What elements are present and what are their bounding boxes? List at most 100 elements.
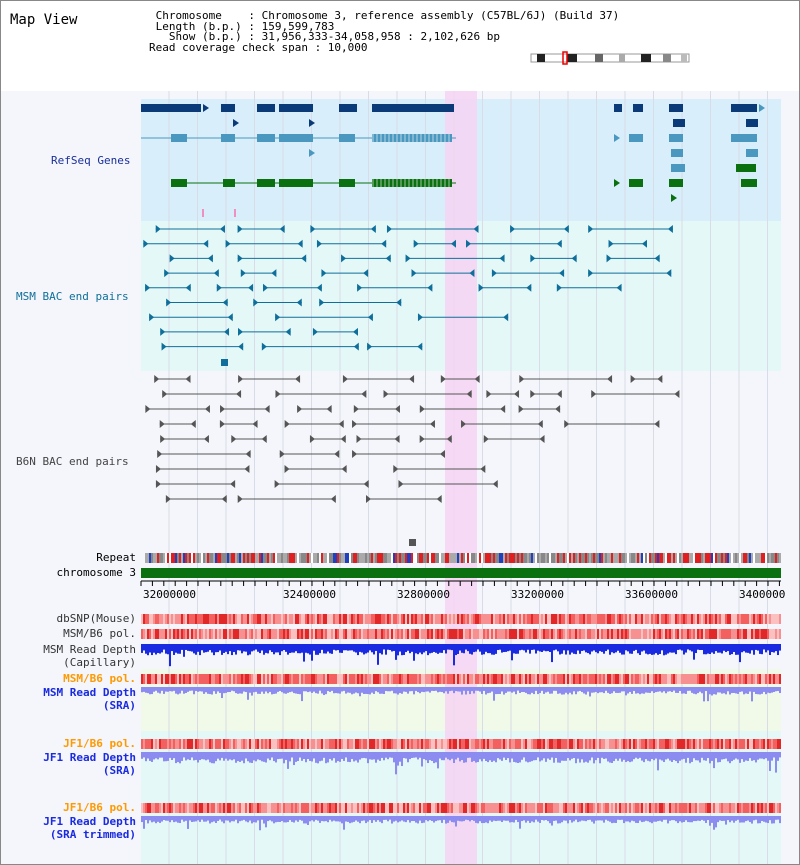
polymorphism-density-cell xyxy=(305,739,307,749)
track-label-jf1-b6-pol[interactable]: JF1/B6 pol. xyxy=(63,737,136,750)
polymorphism-density-cell xyxy=(399,803,401,813)
polymorphism-density-cell xyxy=(371,739,373,749)
polymorphism-density-cell xyxy=(747,739,749,749)
bac-end-marker xyxy=(238,342,244,351)
read-depth-bar xyxy=(345,687,347,694)
read-depth-bar xyxy=(177,752,179,763)
read-depth-bar xyxy=(193,752,195,761)
track-label-dbsnp[interactable]: dbSNP(Mouse) xyxy=(56,612,136,625)
polymorphism-density-cell xyxy=(201,674,203,684)
repeat-feature xyxy=(549,553,551,563)
polymorphism-density-cell xyxy=(143,674,145,684)
polymorphism-density-cell xyxy=(301,674,303,684)
polymorphism-density-cell xyxy=(215,614,217,624)
repeat-feature xyxy=(597,553,599,563)
polymorphism-density-cell xyxy=(467,803,469,813)
polymorphism-density-cell xyxy=(399,739,401,749)
polymorphism-density-cell xyxy=(241,674,243,684)
read-depth-bar xyxy=(179,752,181,764)
read-depth-bar xyxy=(605,687,607,691)
track-label-jf1-b6-pol-2[interactable]: JF1/B6 pol. xyxy=(63,801,136,814)
track-label-msm-depth-sra[interactable]: MSM Read Depth xyxy=(43,686,136,699)
track-label-b6n-bac[interactable]: B6N BAC end pairs xyxy=(16,455,129,468)
repeat-feature xyxy=(663,553,665,563)
polymorphism-density-cell xyxy=(285,739,287,749)
track-label-refseq-genes[interactable]: RefSeq Genes xyxy=(51,154,131,167)
polymorphism-density-cell xyxy=(351,803,353,813)
read-depth-bar xyxy=(481,687,483,694)
read-depth-bar xyxy=(403,752,405,759)
polymorphism-density-cell xyxy=(403,803,405,813)
read-depth-bar xyxy=(427,687,429,692)
track-label-msm-depth-capillary[interactable]: MSM Read Depth xyxy=(43,643,136,656)
polymorphism-density-cell xyxy=(607,803,609,813)
polymorphism-density-cell xyxy=(313,803,315,813)
ideogram-band xyxy=(595,54,603,62)
read-depth-bar xyxy=(293,644,295,653)
read-depth-bar xyxy=(553,687,555,691)
polymorphism-density-cell xyxy=(447,803,449,813)
gene-model xyxy=(279,179,313,187)
gene-model xyxy=(731,104,757,112)
polymorphism-density-cell xyxy=(225,629,227,639)
read-depth-bar xyxy=(235,752,237,763)
repeat-feature xyxy=(357,553,359,563)
track-label-jf1-depth-sra[interactable]: JF1 Read Depth xyxy=(43,751,136,764)
polymorphism-density-cell xyxy=(177,629,179,639)
read-depth-bar xyxy=(563,687,565,695)
read-depth-bar xyxy=(405,816,407,823)
read-depth-bar xyxy=(583,752,585,763)
polymorphism-density-cell xyxy=(415,629,417,639)
read-depth-bar xyxy=(767,752,769,761)
polymorphism-density-cell xyxy=(663,629,665,639)
read-depth-bar xyxy=(279,816,281,822)
polymorphism-density-cell xyxy=(459,739,461,749)
polymorphism-density-cell xyxy=(377,629,379,639)
read-depth-bar xyxy=(701,644,703,651)
polymorphism-density-cell xyxy=(653,614,655,624)
read-depth-bar xyxy=(327,644,329,652)
track-label-jf1-depth-trimmed[interactable]: JF1 Read Depth xyxy=(43,815,136,828)
read-depth-bar xyxy=(517,644,519,654)
repeat-feature xyxy=(253,553,255,563)
polymorphism-density-cell xyxy=(391,674,393,684)
read-depth-bar xyxy=(591,816,593,822)
polymorphism-density-cell xyxy=(687,739,689,749)
polymorphism-density-cell xyxy=(737,739,739,749)
repeat-feature xyxy=(493,553,495,563)
read-depth-bar xyxy=(159,816,161,823)
track-label-msm-bac[interactable]: MSM BAC end pairs xyxy=(16,290,129,303)
bac-end-marker xyxy=(301,254,307,263)
repeat-feature xyxy=(501,553,503,563)
track-label-msm-b6-pol-2[interactable]: MSM/B6 pol. xyxy=(63,672,136,685)
polymorphism-density-cell xyxy=(395,629,397,639)
read-depth-bar xyxy=(571,752,573,759)
read-depth-bar xyxy=(619,687,621,693)
track-label-repeat[interactable]: Repeat xyxy=(96,551,136,564)
read-depth-bar xyxy=(479,816,481,822)
repeat-feature xyxy=(611,553,613,563)
polymorphism-density-cell xyxy=(257,674,259,684)
track-label-msm-b6-pol[interactable]: MSM/B6 pol. xyxy=(63,627,136,640)
bac-end-marker xyxy=(446,435,452,443)
polymorphism-density-cell xyxy=(773,614,775,624)
polymorphism-density-cell xyxy=(693,629,695,639)
read-depth-bar xyxy=(649,687,651,693)
polymorphism-density-cell xyxy=(319,674,321,684)
read-depth-bar xyxy=(155,644,157,655)
repeat-feature xyxy=(363,553,365,563)
polymorphism-density-cell xyxy=(583,614,585,624)
polymorphism-density-cell xyxy=(465,674,467,684)
read-depth-bar xyxy=(525,687,527,693)
polymorphism-density-cell xyxy=(603,629,605,639)
read-depth-bar xyxy=(609,644,611,655)
polymorphism-density-cell xyxy=(253,674,255,684)
polymorphism-density-cell xyxy=(669,614,671,624)
read-depth-bar xyxy=(329,687,331,692)
repeat-feature xyxy=(673,553,675,563)
read-depth-bar xyxy=(323,752,325,758)
read-depth-bar xyxy=(689,816,691,823)
polymorphism-density-cell xyxy=(323,739,325,749)
polymorphism-density-cell xyxy=(775,674,777,684)
repeat-feature xyxy=(711,553,713,563)
